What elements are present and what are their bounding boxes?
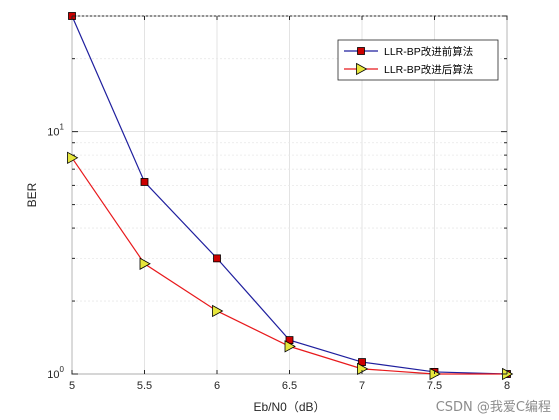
legend-label: LLR-BP改进后算法 (384, 63, 473, 76)
axis-ticks: 5 5.5 6 6.5 7 7.5 8 100 101 (47, 15, 510, 392)
x-tick-label: 7.5 (427, 380, 442, 392)
y-tick-label: 100 (47, 365, 64, 381)
x-tick-label: 5 (69, 380, 75, 392)
legend-marker (356, 62, 368, 76)
x-tick-label: 6.5 (282, 380, 297, 392)
legend-marker (357, 47, 365, 55)
legend-label: LLR-BP改进前算法 (384, 45, 473, 58)
x-tick-label: 6 (214, 380, 220, 392)
y-tick-label: 101 (47, 123, 64, 139)
legend: LLR-BP改进前算法 LLR-BP改进后算法 (337, 39, 499, 81)
x-axis-label: Eb/N0（dB） (253, 400, 325, 414)
data-point (284, 340, 296, 353)
data-point (139, 257, 151, 270)
data-point (140, 178, 149, 186)
grid (71, 15, 508, 375)
x-tick-label: 7 (359, 380, 365, 392)
data-point (212, 304, 224, 318)
x-tick-label: 8 (504, 380, 510, 392)
y-axis-label: BER (25, 182, 39, 207)
data-point (213, 254, 221, 263)
legend-box (337, 39, 499, 81)
x-tick-label: 5.5 (137, 380, 152, 392)
watermark: CSDN @我爱C编程 (435, 400, 551, 415)
